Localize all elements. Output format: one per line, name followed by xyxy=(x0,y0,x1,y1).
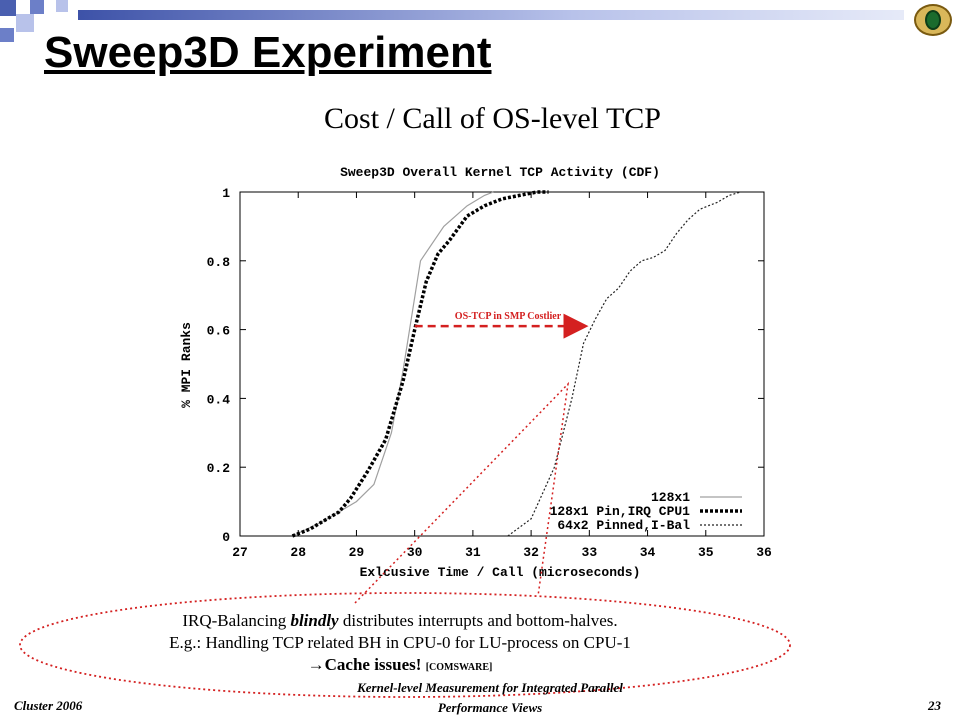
x-tick-label: 30 xyxy=(407,545,423,560)
y-tick-label: 0.2 xyxy=(207,461,231,476)
x-tick-label: 31 xyxy=(465,545,481,560)
corner-square-4 xyxy=(16,14,34,32)
x-tick-label: 36 xyxy=(756,545,772,560)
note-line-1: IRQ-Balancing blindly distributes interr… xyxy=(182,611,618,630)
callout-ellipse xyxy=(19,592,791,698)
footer-talk-title: Kernel-level Measurement for Integrated … xyxy=(357,680,623,715)
logo-emblem xyxy=(925,10,941,30)
note-line-3: →Cache issues! [COMSWARE] xyxy=(307,655,493,674)
university-logo xyxy=(914,4,952,36)
annotation-label: OS-TCP in SMP Costlier xyxy=(455,311,562,322)
x-tick-label: 34 xyxy=(640,545,656,560)
y-tick-label: 0.6 xyxy=(207,324,231,339)
series-layer xyxy=(291,190,741,538)
emphasis-blindly: blindly xyxy=(290,611,339,630)
citation: [COMSWARE] xyxy=(425,662,493,673)
legend-label: 128x1 Pin,IRQ CPU1 xyxy=(550,504,691,519)
axis-ticks xyxy=(239,191,765,537)
series-line-3 xyxy=(507,191,741,537)
x-tick-label: 28 xyxy=(290,545,306,560)
x-tick-label: 29 xyxy=(349,545,365,560)
footer-conference: Cluster 2006 xyxy=(14,698,83,713)
y-tick-label: 0.8 xyxy=(207,255,231,270)
y-tick-label: 0 xyxy=(222,530,230,545)
legend-label: 128x1 xyxy=(651,490,690,505)
header-gradient-bar xyxy=(78,10,904,20)
corner-square-3 xyxy=(0,28,14,42)
x-tick-label: 33 xyxy=(582,545,598,560)
y-axis-label: % MPI Ranks xyxy=(179,322,194,408)
slide-subtitle: Cost / Call of OS-level TCP xyxy=(324,102,661,135)
x-axis-label: Exlcusive Time / Call (microseconds) xyxy=(360,565,641,580)
x-tick-label: 27 xyxy=(232,545,248,560)
y-tick-label: 1 xyxy=(222,186,230,201)
callout-pointer xyxy=(354,381,570,604)
corner-square-1 xyxy=(0,0,16,16)
right-arrow-icon: → xyxy=(307,655,325,674)
y-tick-label: 0.4 xyxy=(207,392,231,407)
slide-title: Sweep3D Experiment xyxy=(44,28,492,77)
note-line-2: E.g.: Handling TCP related BH in CPU-0 f… xyxy=(169,633,631,652)
corner-square-5 xyxy=(56,0,68,12)
legend-label: 64x2 Pinned,I-Bal xyxy=(557,518,690,533)
x-tick-labels: 27 28 29 30 31 32 33 34 35 36 xyxy=(232,545,772,560)
series-line-1 xyxy=(292,191,494,537)
corner-square-2 xyxy=(30,0,44,14)
x-tick-label: 32 xyxy=(523,545,539,560)
y-tick-labels: 0 0.2 0.4 0.6 0.8 1 xyxy=(207,186,231,545)
page-number: 23 xyxy=(928,698,941,713)
series-line-2 xyxy=(291,190,549,538)
x-tick-label: 35 xyxy=(698,545,714,560)
plot-frame xyxy=(239,191,765,537)
chart-title: Sweep3D Overall Kernel TCP Activity (CDF… xyxy=(340,165,660,180)
